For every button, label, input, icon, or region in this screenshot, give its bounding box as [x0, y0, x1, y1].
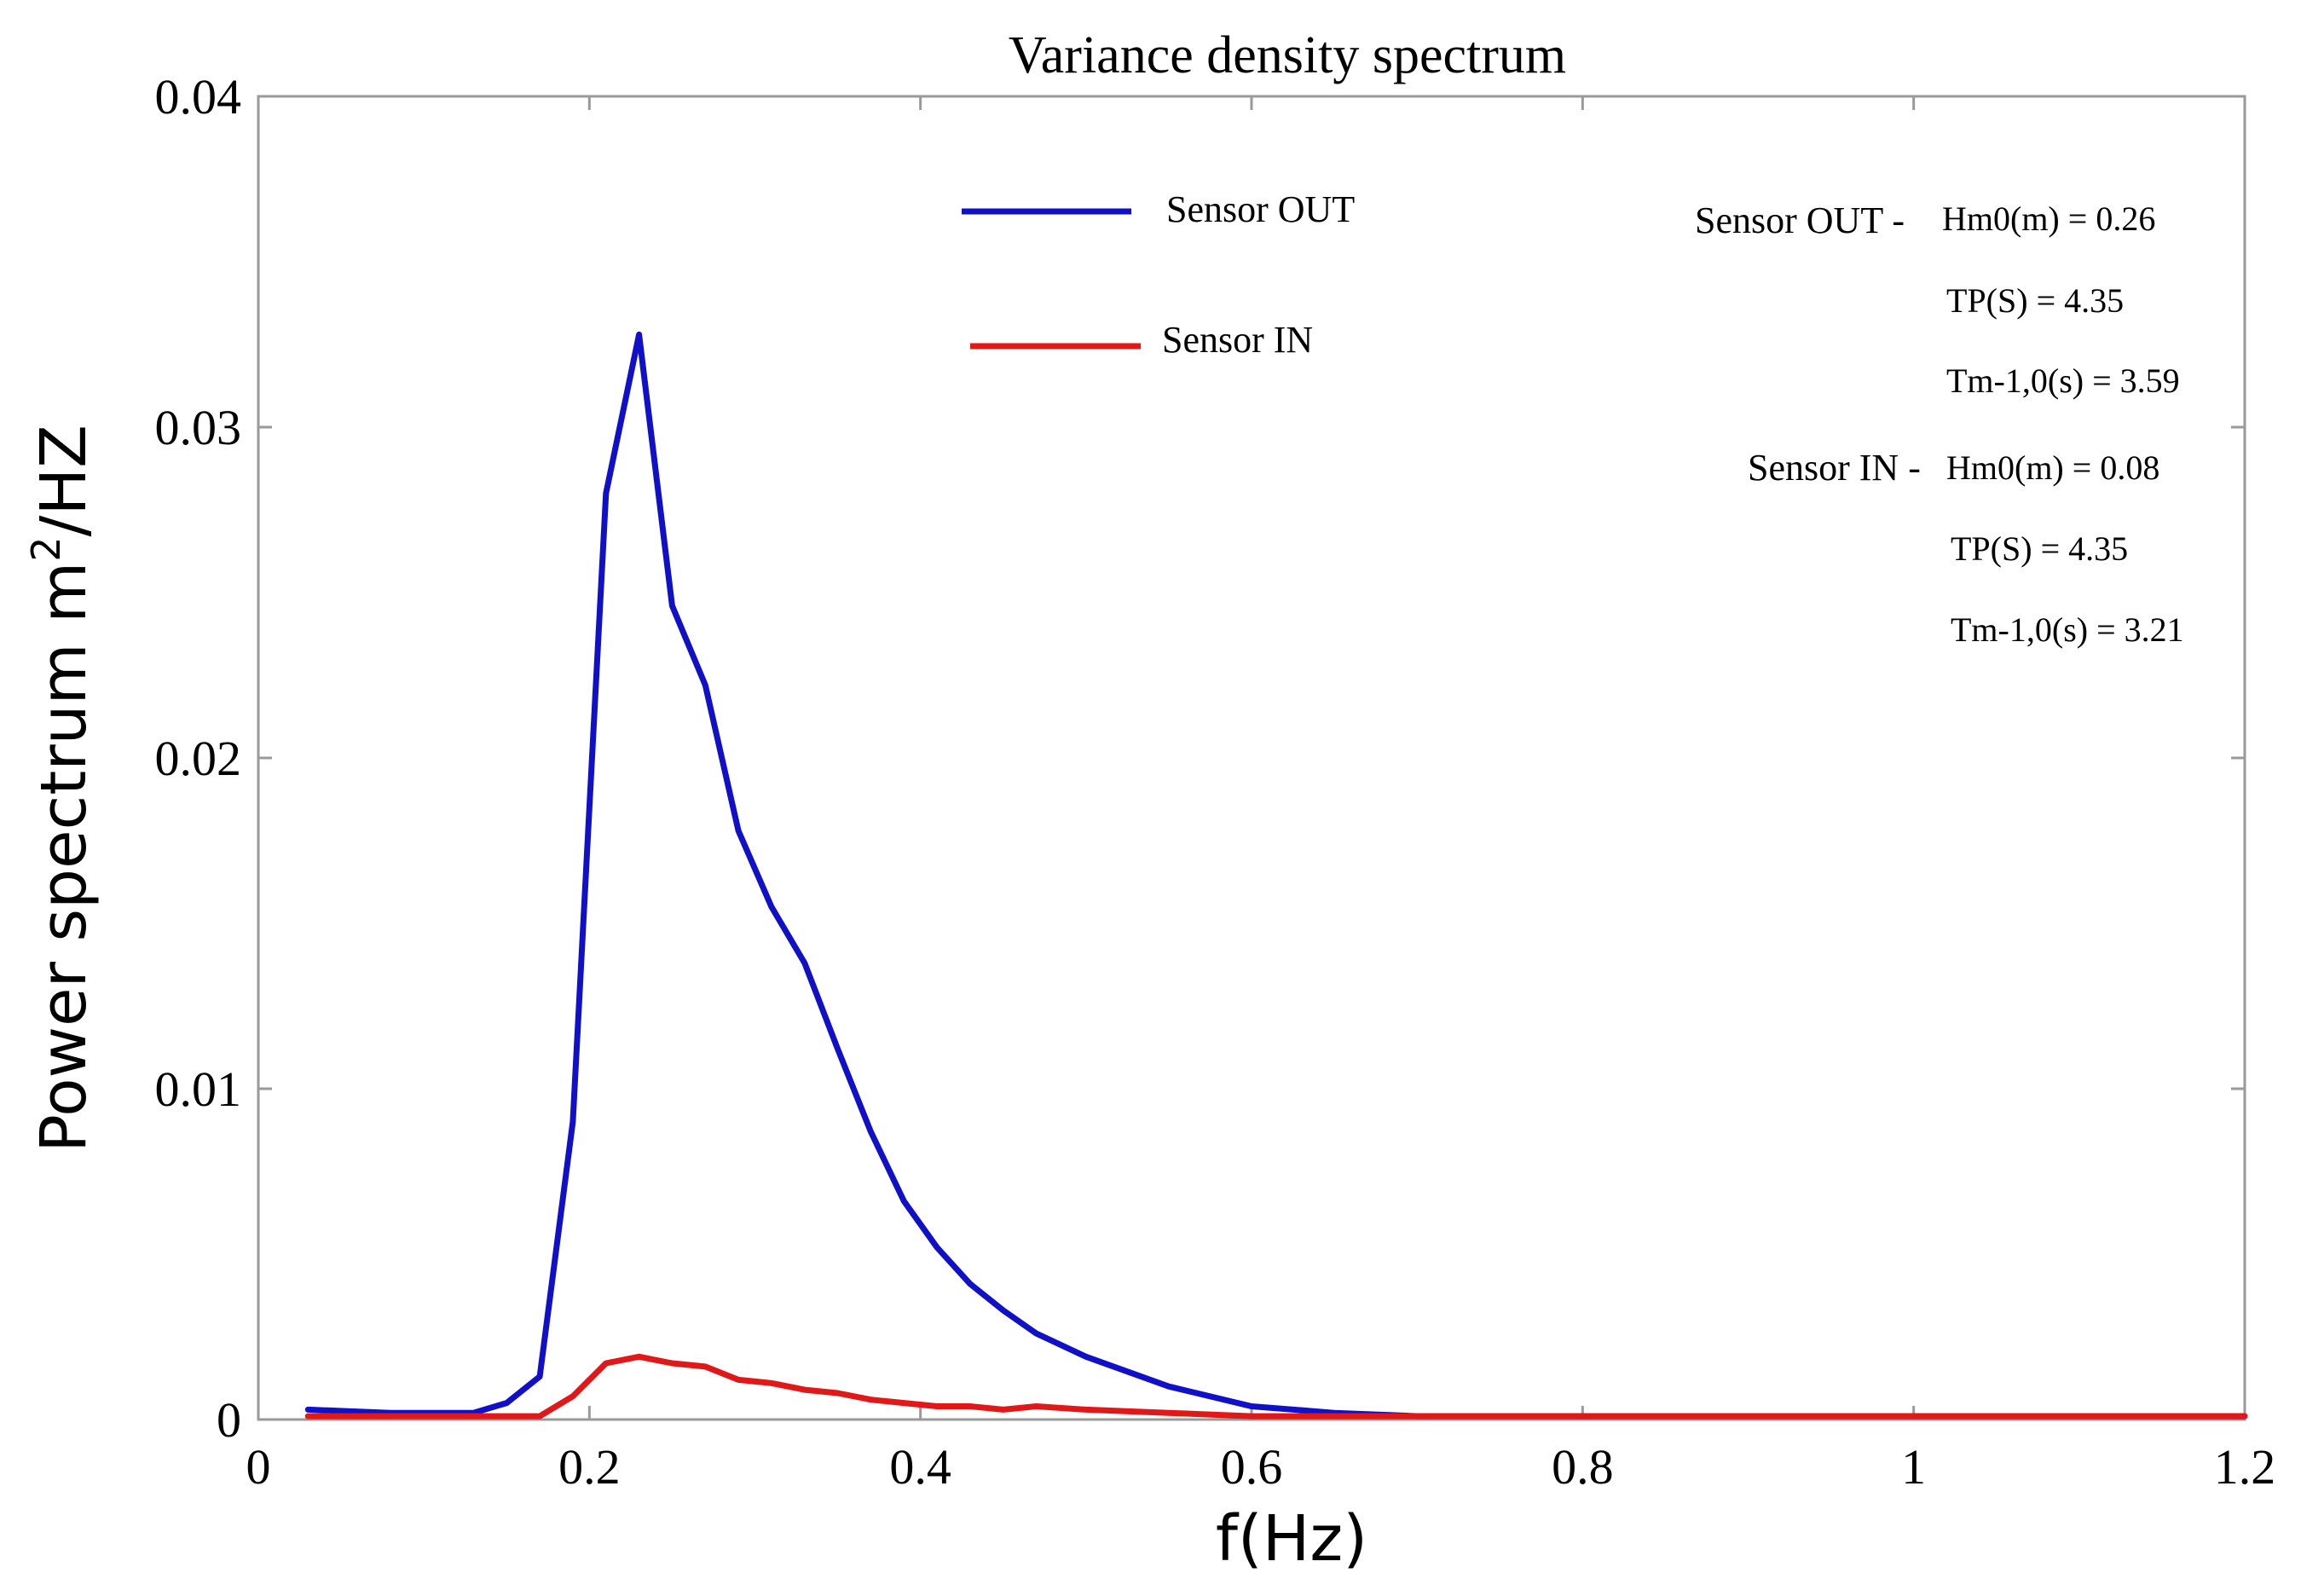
legend-label-sensor-in: Sensor IN	[1162, 319, 1313, 361]
y-tick-label: 0.02	[155, 731, 242, 786]
x-tick-label: 0.6	[1221, 1439, 1283, 1495]
legend-label-sensor-out: Sensor OUT	[1166, 188, 1355, 230]
series-line-sensor-out	[304, 331, 2248, 1420]
x-tick-label: 0.4	[889, 1439, 951, 1495]
y-axis-label-superscript: 2	[23, 536, 69, 561]
x-tick-label: 1.2	[2214, 1439, 2276, 1495]
y-axis-label: Power spectrum m2/HZ	[23, 425, 101, 1153]
stats-annotation: Sensor OUT - Hm0(m) = 0.26 TP(S) = 4.35 …	[1695, 200, 2184, 649]
stats-sensor-out-hm0: Hm0(m) = 0.26	[1942, 200, 2155, 238]
y-axis-label-main: Power spectrum m	[27, 562, 101, 1153]
y-axis: 0 0.01 0.02 0.03 0.04	[155, 69, 2245, 1448]
stats-sensor-in-hm0: Hm0(m) = 0.08	[1946, 448, 2159, 487]
stats-sensor-out-tm: Tm-1,0(s) = 3.59	[1946, 361, 2180, 400]
y-tick-label: 0	[217, 1392, 241, 1448]
x-tick-label: 0.2	[558, 1439, 621, 1495]
x-tick-label: 0.8	[1552, 1439, 1614, 1495]
y-tick-label: 0.04	[155, 69, 242, 124]
legend: Sensor OUT Sensor IN	[962, 188, 1355, 361]
stats-sensor-in-tm: Tm-1,0(s) = 3.21	[1951, 610, 2184, 649]
x-tick-label: 0	[246, 1439, 271, 1495]
x-axis-label: f(Hz)	[1216, 1502, 1367, 1576]
x-tick-label: 1	[1901, 1439, 1926, 1495]
stats-sensor-out-tp: TP(S) = 4.35	[1946, 281, 2124, 320]
series-line-sensor-in	[304, 1353, 2248, 1420]
y-tick-label: 0.01	[155, 1061, 242, 1117]
y-axis-label-tail: /HZ	[27, 425, 101, 536]
x-axis: 0 0.2 0.4 0.6 0.8 1 1.2	[246, 96, 2276, 1495]
chart-title: Variance density spectrum	[1009, 26, 1566, 84]
stats-sensor-in-label: Sensor IN -	[1748, 447, 1921, 489]
stats-sensor-out-label: Sensor OUT -	[1695, 200, 1905, 241]
stats-sensor-in-tp: TP(S) = 4.35	[1951, 529, 2128, 568]
y-tick-label: 0.03	[155, 400, 242, 455]
series-layer	[304, 331, 2248, 1420]
